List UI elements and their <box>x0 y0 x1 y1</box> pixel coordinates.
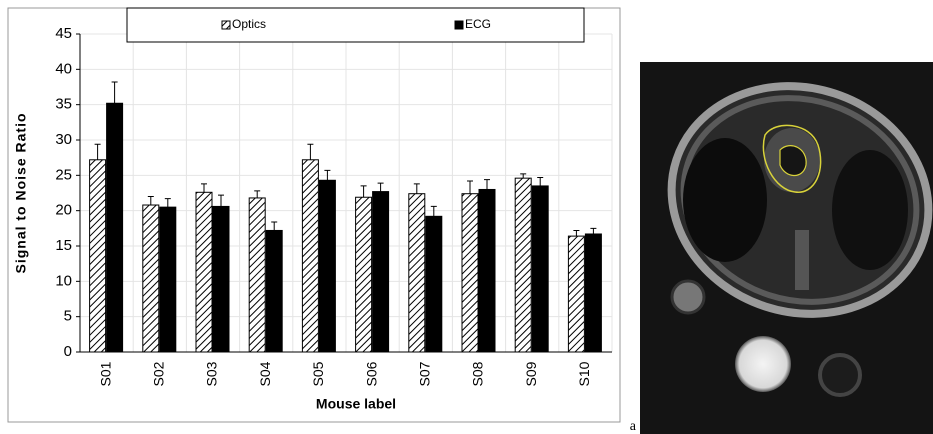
bar <box>584 233 602 353</box>
bar <box>318 179 336 353</box>
panel-label: a <box>630 419 637 434</box>
mri-image <box>640 62 933 434</box>
error-bar <box>164 198 171 208</box>
bar <box>106 102 124 353</box>
x-tick-label: S04 <box>257 361 273 386</box>
legend-swatch <box>221 20 231 30</box>
bar <box>301 159 319 353</box>
error-bar <box>590 227 597 234</box>
y-tick-label: 40 <box>55 60 72 77</box>
x-tick-label: S10 <box>576 361 592 386</box>
error-bar <box>271 221 278 231</box>
error-bar <box>467 180 473 194</box>
x-axis-label: Mouse label <box>316 396 396 412</box>
error-bar <box>520 173 527 179</box>
y-tick-label: 25 <box>55 166 72 183</box>
x-tick-label: S03 <box>204 361 220 386</box>
error-bar <box>94 143 101 160</box>
y-tick-label: 5 <box>64 308 72 325</box>
y-tick-label: 20 <box>55 202 72 219</box>
error-bar <box>324 169 331 181</box>
y-tick-label: 0 <box>64 343 72 360</box>
error-bar <box>218 194 224 207</box>
bar <box>248 197 266 353</box>
error-bar <box>111 81 118 104</box>
error-bar <box>201 183 207 193</box>
error-bar <box>377 182 384 192</box>
x-tick-label: S05 <box>310 361 326 386</box>
bar <box>89 159 107 353</box>
legend-label: Optics <box>232 17 266 31</box>
error-bar <box>254 190 261 198</box>
legend-swatch <box>454 20 464 30</box>
bar <box>142 204 160 353</box>
legend-label: ECG <box>465 17 491 31</box>
y-tick-label: 10 <box>55 272 72 289</box>
y-tick-label: 45 <box>55 25 72 42</box>
bar <box>212 205 230 353</box>
bar <box>372 191 390 353</box>
x-tick-label: S08 <box>470 361 486 386</box>
bar <box>514 177 532 353</box>
bar <box>355 196 373 353</box>
bar <box>461 193 479 353</box>
error-bar <box>307 143 314 160</box>
y-tick-label: 30 <box>55 131 72 148</box>
x-tick-label: S01 <box>97 361 113 386</box>
error-bar <box>147 196 154 206</box>
error-bar <box>413 183 420 194</box>
x-tick-label: S06 <box>363 361 379 386</box>
bar <box>159 206 177 353</box>
error-bar <box>360 185 367 198</box>
bar <box>531 185 549 353</box>
bar <box>425 215 443 353</box>
legend-box <box>126 7 585 43</box>
y-tick-label: 15 <box>55 237 72 254</box>
bar <box>478 188 496 353</box>
y-axis-label: Signal to Noise Ratio <box>13 112 29 273</box>
bar <box>567 235 585 353</box>
error-bar <box>484 179 490 190</box>
error-bar <box>430 205 437 217</box>
y-tick-label: 35 <box>55 96 72 113</box>
bar <box>265 229 283 353</box>
bar <box>195 191 213 353</box>
x-tick-label: S09 <box>523 361 539 386</box>
x-tick-label: S07 <box>417 361 433 386</box>
error-bar <box>537 176 544 186</box>
x-tick-label: S02 <box>151 361 167 386</box>
bar <box>408 193 426 353</box>
error-bar <box>573 229 580 237</box>
